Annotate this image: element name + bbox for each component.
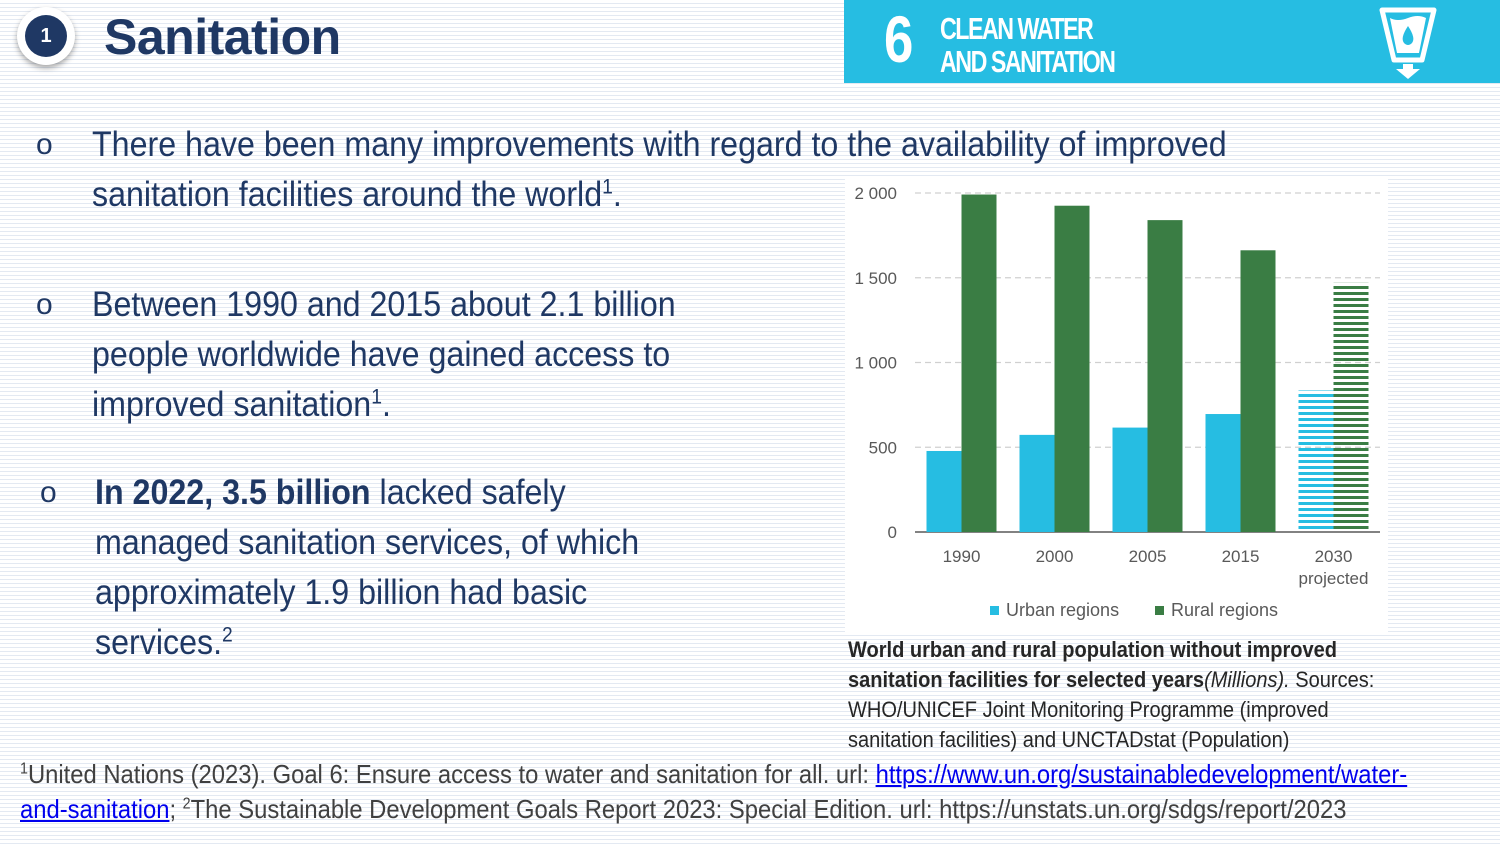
legend-label-1: Rural regions: [1171, 600, 1278, 620]
footnote-sep: ;: [169, 794, 183, 824]
sdg-title: CLEAN WATER AND SANITATION: [940, 11, 1116, 79]
rural-bar-2030: [1333, 282, 1369, 532]
chart-caption: World urban and rural population without…: [848, 635, 1394, 755]
footnote: 1United Nations (2023). Goal 6: Ensure a…: [20, 757, 1447, 827]
page-title: Sanitation: [104, 9, 341, 65]
water-glass-icon: [1379, 7, 1437, 79]
legend-swatch-1: [1155, 606, 1164, 615]
y-tick-label: 1 000: [854, 354, 897, 373]
y-tick-label: 0: [888, 523, 897, 542]
legend-label-0: Urban regions: [1006, 600, 1119, 620]
bullet-1-end: .: [612, 175, 622, 214]
footnote-text-2: The Sustainable Development Goals Report…: [190, 794, 1347, 824]
x-tick-sublabel: projected: [1299, 569, 1369, 588]
bullet-1-line2: sanitation facilities around the world: [92, 175, 603, 214]
x-tick-label: 2005: [1129, 547, 1167, 566]
bullet-marker: o: [40, 476, 57, 509]
rural-bar-2000: [1054, 205, 1090, 532]
bullet-1-line1: There have been many improvements with r…: [92, 125, 1227, 164]
bullet-2: Between 1990 and 2015 about 2.1 billion …: [92, 280, 736, 430]
sdg-number: 6: [884, 2, 913, 76]
sdg-title-line2: AND SANITATION: [940, 44, 1116, 79]
x-tick-label: 2030: [1315, 547, 1353, 566]
bullet-2-end: .: [381, 385, 391, 424]
bullet-1: There have been many improvements with r…: [92, 120, 1316, 220]
bullet-2-line1: Between 1990 and 2015 about 2.1 billion: [92, 285, 676, 324]
bullet-3: In 2022, 3.5 billion lacked safely manag…: [95, 468, 739, 668]
legend-swatch-0: [990, 606, 999, 615]
y-tick-label: 2 000: [854, 184, 897, 203]
caption-sources: Sources: WHO/UNICEF Joint Monitoring Pro…: [848, 667, 1375, 752]
chart-svg: 2 000 1 500 1 000 500 0 1990 2000 2005 2015 2030 p…: [854, 184, 1380, 620]
section-number-badge: 1: [17, 7, 75, 65]
caption-italic: (Millions).: [1204, 667, 1290, 692]
bullet-marker: o: [36, 128, 53, 161]
bullet-2-line2: people worldwide have gained access to: [92, 335, 671, 374]
rural-bar-2015: [1240, 250, 1276, 532]
bullet-3-bold: In 2022, 3.5 billion: [95, 473, 371, 512]
y-tick-label: 500: [869, 438, 897, 457]
footnote-sup-2: 2: [182, 795, 191, 813]
section-number: 1: [25, 15, 67, 57]
caption-bold: World urban and rural population without…: [848, 637, 1337, 692]
bar-chart: 2 000 1 500 1 000 500 0 1990 2000 2005 2015 2030 p…: [845, 178, 1388, 632]
x-tick-label: 2000: [1036, 547, 1074, 566]
bullet-3-sup: 2: [222, 623, 233, 647]
sdg-banner: 6 CLEAN WATER AND SANITATION: [844, 0, 1500, 83]
x-tick-label: 1990: [943, 547, 981, 566]
bullet-3-line4: services.: [95, 623, 223, 662]
urban-bar-2015: [1205, 414, 1241, 532]
urban-bar-1990: [926, 450, 962, 532]
footnote-link[interactable]: https://www.un.org/sustainabledevelopmen…: [20, 759, 1408, 824]
bullet-3-line1: lacked safely: [370, 473, 566, 512]
bullet-1-sup: 1: [602, 175, 613, 199]
y-tick-label: 1 500: [854, 269, 897, 288]
rural-bar-1990: [961, 194, 997, 532]
footnote-text-1: United Nations (2023). Goal 6: Ensure ac…: [27, 759, 876, 789]
sdg-title-line1: CLEAN WATER: [940, 11, 1094, 46]
bullet-2-line3: improved sanitation: [92, 385, 372, 424]
bullet-3-line3: approximately 1.9 billion had basic: [95, 573, 588, 612]
rural-bar-2005: [1147, 220, 1183, 532]
bullet-3-line2: managed sanitation services, of which: [95, 523, 640, 562]
urban-bar-2030: [1298, 390, 1334, 532]
bullet-2-sup: 1: [371, 385, 382, 409]
x-tick-label: 2015: [1222, 547, 1260, 566]
urban-bar-2005: [1112, 427, 1148, 532]
footnote-sup-1: 1: [20, 760, 28, 778]
bullet-marker: o: [36, 288, 53, 321]
urban-bar-2000: [1019, 434, 1055, 532]
